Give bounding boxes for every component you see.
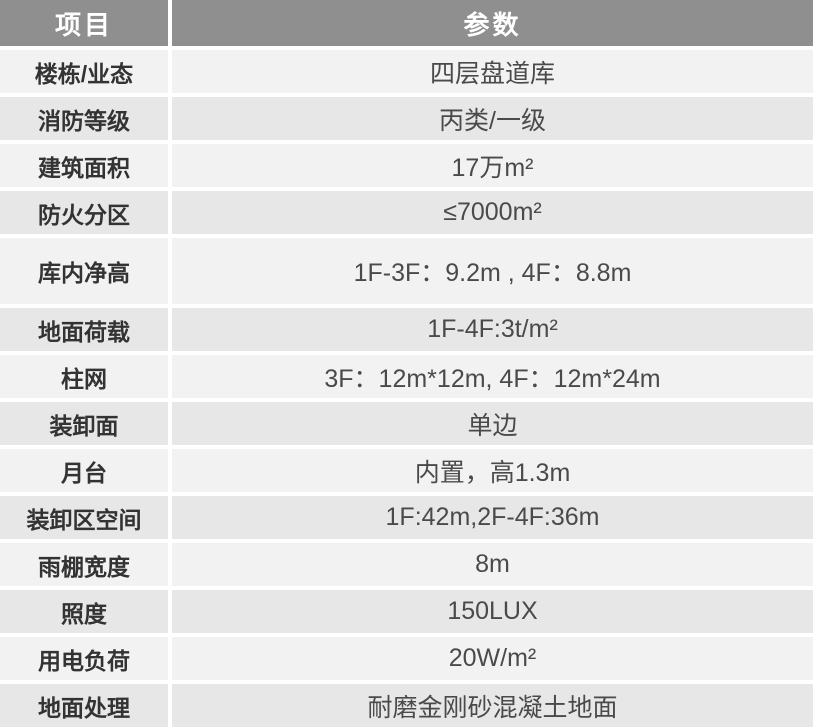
table-row: 地面荷载 1F-4F:3t/m²	[0, 308, 813, 351]
row-label: 雨棚宽度	[0, 543, 168, 586]
row-label: 地面荷载	[0, 308, 168, 351]
row-value: 150LUX	[172, 590, 813, 633]
table-row: 地面处理 耐磨金刚砂混凝土地面	[0, 684, 813, 727]
table-row: 消防等级 丙类/一级	[0, 97, 813, 140]
row-label: 月台	[0, 449, 168, 492]
row-label: 楼栋/业态	[0, 50, 168, 93]
row-value: 1F-3F：9.2m , 4F：8.8m	[172, 238, 813, 304]
table-row: 装卸面 单边	[0, 402, 813, 445]
row-value: 3F：12m*12m, 4F：12m*24m	[172, 355, 813, 398]
row-label: 用电负荷	[0, 637, 168, 680]
row-value: 1F-4F:3t/m²	[172, 308, 813, 351]
row-value: 四层盘道库	[172, 50, 813, 93]
table-row: 用电负荷 20W/m²	[0, 637, 813, 680]
row-label: 装卸面	[0, 402, 168, 445]
row-value: 1F:42m,2F-4F:36m	[172, 496, 813, 539]
row-value: 17万m²	[172, 144, 813, 187]
row-value: 8m	[172, 543, 813, 586]
row-value: 单边	[172, 402, 813, 445]
row-value: 20W/m²	[172, 637, 813, 680]
row-value: 内置，高1.3m	[172, 449, 813, 492]
table-row: 照度 150LUX	[0, 590, 813, 633]
row-value: 丙类/一级	[172, 97, 813, 140]
row-value: 耐磨金刚砂混凝土地面	[172, 684, 813, 727]
row-label: 装卸区空间	[0, 496, 168, 539]
row-label: 柱网	[0, 355, 168, 398]
table-row: 建筑面积 17万m²	[0, 144, 813, 187]
row-label: 照度	[0, 590, 168, 633]
table-row: 柱网 3F：12m*12m, 4F：12m*24m	[0, 355, 813, 398]
table-header-row: 项目 参数	[0, 0, 813, 46]
row-label: 消防等级	[0, 97, 168, 140]
table-row: 雨棚宽度 8m	[0, 543, 813, 586]
row-label: 建筑面积	[0, 144, 168, 187]
table-row: 装卸区空间 1F:42m,2F-4F:36m	[0, 496, 813, 539]
table-row: 库内净高 1F-3F：9.2m , 4F：8.8m	[0, 238, 813, 304]
row-value: ≤7000m²	[172, 191, 813, 234]
row-label: 地面处理	[0, 684, 168, 727]
row-label: 防火分区	[0, 191, 168, 234]
column-header-param: 参数	[172, 0, 813, 46]
table-row: 防火分区 ≤7000m²	[0, 191, 813, 234]
row-label: 库内净高	[0, 238, 168, 304]
table-row: 月台 内置，高1.3m	[0, 449, 813, 492]
column-header-item: 项目	[0, 0, 168, 46]
table-row: 楼栋/业态 四层盘道库	[0, 50, 813, 93]
